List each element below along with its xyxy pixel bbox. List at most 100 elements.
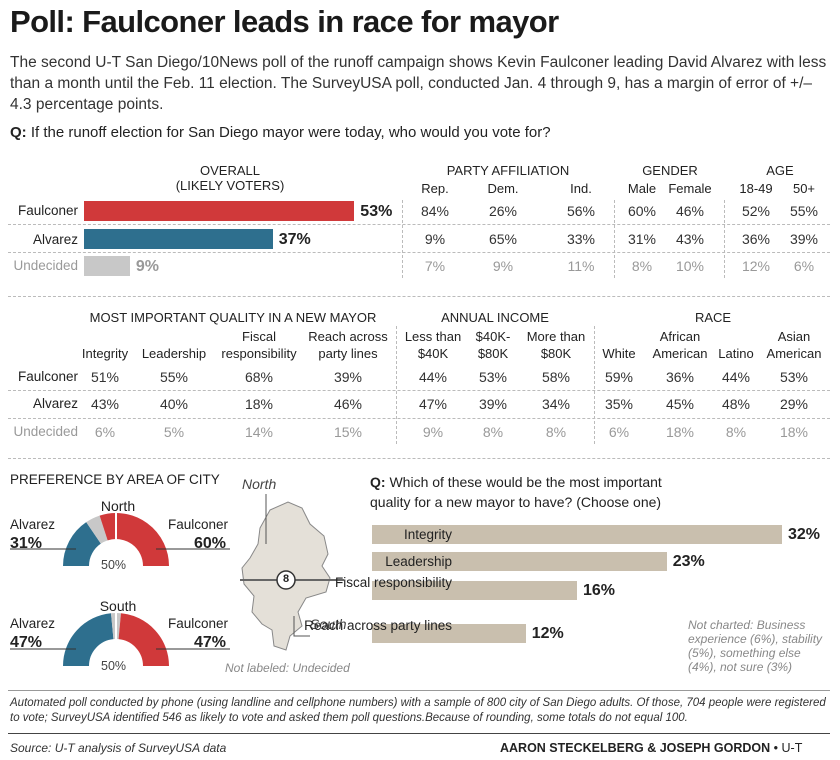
- gauge-north: [10, 510, 230, 567]
- row-divider: [8, 418, 830, 419]
- south-mid-label: 50%: [101, 659, 127, 673]
- column-header-line1: Less than: [404, 329, 462, 344]
- table-cell: 43%: [675, 231, 705, 247]
- column-header-line2: party lines: [318, 346, 378, 361]
- table-cell: 26%: [488, 203, 518, 219]
- quality-label: Leadership: [385, 554, 452, 569]
- column-header-line2: Leadership: [141, 346, 207, 361]
- area-header: PREFERENCE BY AREA OF CITY: [10, 472, 220, 487]
- column-header-line1: African: [659, 329, 701, 344]
- overall-bar-faulconer: [84, 201, 355, 221]
- section-divider: [8, 296, 830, 297]
- col-ind: Ind.: [570, 181, 592, 196]
- column-header-line1: $40K-: [475, 329, 511, 344]
- table-cell: 46%: [333, 396, 363, 412]
- table-cell: 7%: [424, 258, 446, 274]
- overall-header-line1: OVERALL: [200, 163, 260, 178]
- overall-value-alvarez: 37%: [278, 231, 311, 248]
- gauge-north-label: North: [100, 498, 136, 514]
- table-cell: 18%: [244, 396, 274, 412]
- quality-value: 32%: [788, 526, 821, 543]
- quality-bar: [372, 525, 782, 544]
- table-cell: 55%: [159, 369, 189, 385]
- south-faulconer-pct: 47%: [194, 634, 227, 651]
- table-cell: 6%: [94, 424, 116, 440]
- table-cell: 9%: [424, 231, 446, 247]
- col-age-18-49: 18-49: [739, 181, 773, 196]
- table-cell: 48%: [721, 396, 751, 412]
- table-cell: 35%: [604, 396, 634, 412]
- col-divider: [396, 326, 397, 444]
- north-faulconer-label: Faulconer: [168, 517, 229, 532]
- quality-label: Fiscal responsibility: [334, 575, 452, 590]
- footer-divider: [8, 690, 830, 691]
- not-charted-note: Not charted: Business experience (6%), s…: [688, 618, 823, 674]
- gauge-segment-alvarez: [63, 613, 115, 667]
- table-cell: 6%: [793, 258, 815, 274]
- column-header-line1: Reach across: [308, 329, 388, 344]
- question-2: Q: Which of these would be the most impo…: [370, 472, 662, 512]
- south-pointer: [293, 616, 310, 637]
- table-cell: 34%: [541, 396, 571, 412]
- race-header: RACE: [694, 310, 732, 325]
- column-header-line2: $40K: [417, 346, 449, 361]
- row-label-faulconer: Faulconer: [17, 203, 78, 218]
- table-cell: 46%: [675, 203, 705, 219]
- table-cell: 65%: [488, 231, 518, 247]
- table-cell: 8%: [545, 424, 567, 440]
- quality-header: MOST IMPORTANT QUALITY IN A NEW MAYOR: [89, 310, 377, 325]
- column-header-line1: Fiscal: [242, 329, 276, 344]
- south-alvarez-pct: 47%: [10, 634, 43, 651]
- quality-label: Integrity: [403, 527, 452, 542]
- table-cell: 15%: [333, 424, 363, 440]
- question-2-line2: quality for a new mayor to have? (Choose…: [370, 494, 662, 510]
- table-cell: 5%: [163, 424, 185, 440]
- highway-number: 8: [282, 573, 290, 585]
- table-cell: 9%: [492, 258, 514, 274]
- gauge-segment-faulconer: [99, 513, 169, 567]
- table-cell: 18%: [779, 424, 809, 440]
- footnote: Automated poll conducted by phone (using…: [10, 697, 826, 724]
- table-cell: 53%: [779, 369, 809, 385]
- gauge-south-label: South: [99, 598, 137, 614]
- row-divider: [8, 252, 830, 253]
- map-north-label: North: [242, 476, 277, 492]
- table-cell: 53%: [478, 369, 508, 385]
- row-label-undecided: Undecided: [13, 258, 78, 273]
- table-cell: 60%: [627, 203, 657, 219]
- overall-value-undecided: 9%: [135, 258, 160, 275]
- table-cell: 11%: [567, 258, 595, 274]
- question-2-line1: Which of these would be the most importa…: [389, 474, 662, 490]
- col-male: Male: [627, 181, 657, 196]
- table-cell: 47%: [418, 396, 448, 412]
- table-cell: 36%: [741, 231, 771, 247]
- col-divider: [402, 200, 403, 278]
- source: Source: U-T analysis of SurveyUSA data: [10, 741, 227, 755]
- column-header-line2: Latino: [718, 346, 754, 361]
- area-gauges: [10, 510, 230, 667]
- overall-bar-alvarez: [84, 229, 273, 249]
- table-cell: 12%: [741, 258, 771, 274]
- col-female: Female: [668, 181, 712, 196]
- credit-names: AARON STECKELBERG & JOSEPH GORDON: [500, 741, 771, 755]
- column-header-line2: White: [602, 346, 636, 361]
- overall-header: OVERALL (LIKELY VOTERS): [110, 163, 350, 193]
- overall-value-faulconer: 53%: [360, 203, 393, 220]
- table-cell: 36%: [665, 369, 695, 385]
- row-label-undecided: Undecided: [13, 424, 78, 439]
- column-header-line2: responsibility: [221, 346, 297, 361]
- credit: AARON STECKELBERG & JOSEPH GORDON • U-T: [500, 741, 802, 755]
- quality-value: 12%: [531, 625, 564, 642]
- table-cell: 56%: [566, 203, 596, 219]
- table-cell: 29%: [779, 396, 809, 412]
- column-header-line2: American: [766, 346, 822, 361]
- gauge-segment-alvarez: [63, 522, 102, 567]
- table-cell: 44%: [418, 369, 448, 385]
- row-divider: [8, 390, 830, 391]
- table-cell: 31%: [627, 231, 657, 247]
- table-cell: 52%: [741, 203, 771, 219]
- age-header: AGE: [766, 163, 794, 178]
- page-title: Poll: Faulconer leads in race for mayor: [10, 4, 559, 39]
- credit-suffix: • U-T: [773, 741, 803, 755]
- table-cell: 10%: [675, 258, 705, 274]
